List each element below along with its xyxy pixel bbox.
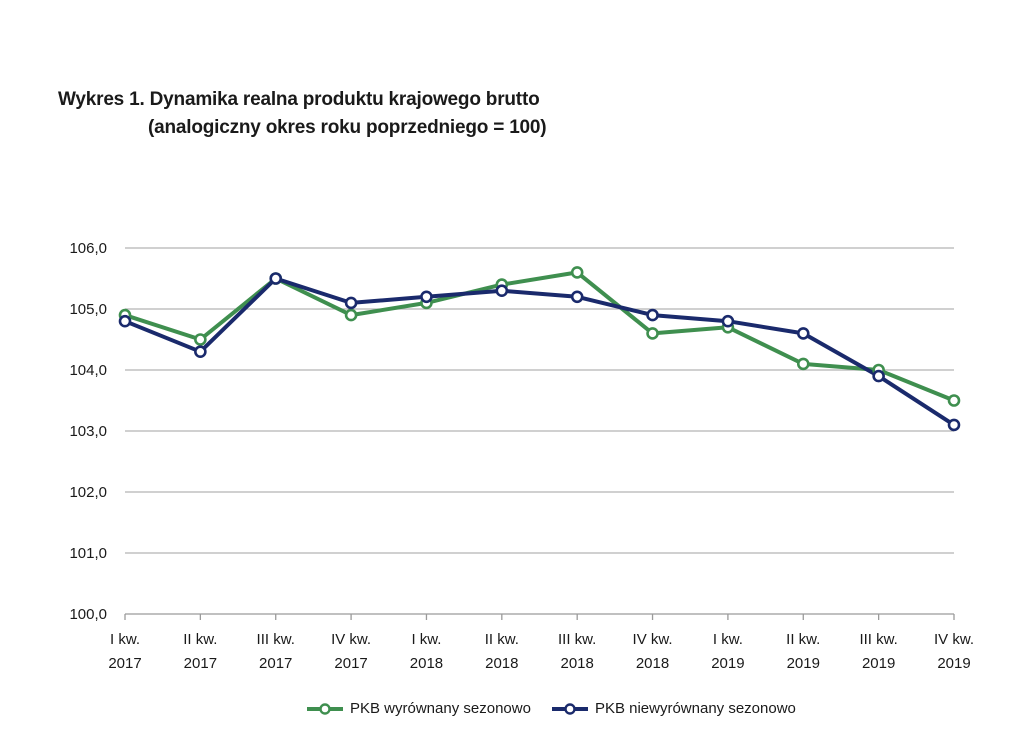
x-tick-label-quarter: III kw. <box>257 631 295 648</box>
x-tick-label-year: 2019 <box>937 655 970 672</box>
data-point-series-2 <box>796 327 810 340</box>
legend-label-2: PKB niewyrównany sezonowo <box>594 700 796 717</box>
data-point-series-1 <box>194 333 207 346</box>
data-point-series-1 <box>344 308 358 322</box>
x-tick-label-year: 2019 <box>711 655 744 672</box>
series-line-1 <box>123 270 956 403</box>
y-tick-label: 104,0 <box>69 362 107 379</box>
data-point-series-2 <box>269 272 283 285</box>
data-point-series-2 <box>420 290 433 304</box>
y-tick-label: 105,0 <box>69 301 107 318</box>
x-tick-label-quarter: IV kw. <box>331 631 371 648</box>
x-tick-label-year: 2019 <box>787 655 820 672</box>
legend-item-1: PKB wyrównany sezonowo <box>306 700 531 717</box>
legend-swatch-2 <box>551 702 588 715</box>
legend-label-1: PKB wyrównany sezonowo <box>350 700 531 717</box>
data-point-series-2 <box>495 284 509 298</box>
data-point-series-2 <box>570 290 584 304</box>
x-tick-label-quarter: II kw. <box>183 631 217 648</box>
series-line-2 <box>123 276 956 427</box>
x-tick-label-quarter: II kw. <box>485 631 519 648</box>
x-tick-label-quarter: III kw. <box>859 631 897 648</box>
legend-item-2: PKB niewyrównany sezonowo <box>551 700 796 717</box>
x-tick-label-year: 2018 <box>410 655 443 672</box>
y-tick-label: 103,0 <box>69 423 107 440</box>
data-point-series-2 <box>646 308 659 322</box>
chart-title-block: Wykres 1. Dynamika realna produktu krajo… <box>58 86 547 142</box>
data-point-series-2 <box>872 369 885 383</box>
data-point-series-1 <box>570 266 584 279</box>
x-tick-label-quarter: I kw. <box>110 631 140 648</box>
chart-subtitle: (analogiczny okres roku poprzedniego = 1… <box>148 117 547 138</box>
data-point-series-2 <box>118 314 132 328</box>
x-tick-label-year: 2017 <box>108 655 141 672</box>
line-chart: 100,0 101,0 102,0 103,0 104,0 105,0 106,0 I kw.… <box>69 240 974 672</box>
x-tick-label-year: 2017 <box>334 655 367 672</box>
chart-legend: PKB wyrównany sezonowo PKB niewyrównany s… <box>306 700 796 717</box>
y-tick-label: 102,0 <box>69 484 107 501</box>
y-tick-label: 100,0 <box>69 606 107 623</box>
data-point-series-2 <box>194 345 207 359</box>
data-point-series-1 <box>796 357 810 371</box>
x-tick-label-quarter: IV kw. <box>633 631 673 648</box>
x-tick-label-quarter: IV kw. <box>934 631 974 648</box>
x-tick-label-quarter: III kw. <box>558 631 596 648</box>
data-point-series-2 <box>721 314 735 328</box>
x-tick-label-year: 2017 <box>259 655 292 672</box>
data-point-series-1 <box>646 327 659 340</box>
data-point-series-1 <box>947 394 961 407</box>
x-tick-label-quarter: I kw. <box>411 631 441 648</box>
data-point-series-2 <box>947 418 961 432</box>
x-tick-label-quarter: II kw. <box>786 631 820 648</box>
data-point-series-2 <box>344 296 358 310</box>
x-tick-label-year: 2017 <box>184 655 217 672</box>
x-tick-label-year: 2019 <box>862 655 895 672</box>
x-tick-label-year: 2018 <box>485 655 518 672</box>
x-tick-label-quarter: I kw. <box>713 631 743 648</box>
y-tick-label: 101,0 <box>69 545 107 562</box>
x-tick-label-year: 2018 <box>560 655 593 672</box>
x-tick-label-year: 2018 <box>636 655 669 672</box>
y-tick-label: 106,0 <box>69 240 107 257</box>
chart-title: Wykres 1. Dynamika realna produktu krajo… <box>58 89 540 110</box>
legend-swatch-1 <box>307 702 343 715</box>
